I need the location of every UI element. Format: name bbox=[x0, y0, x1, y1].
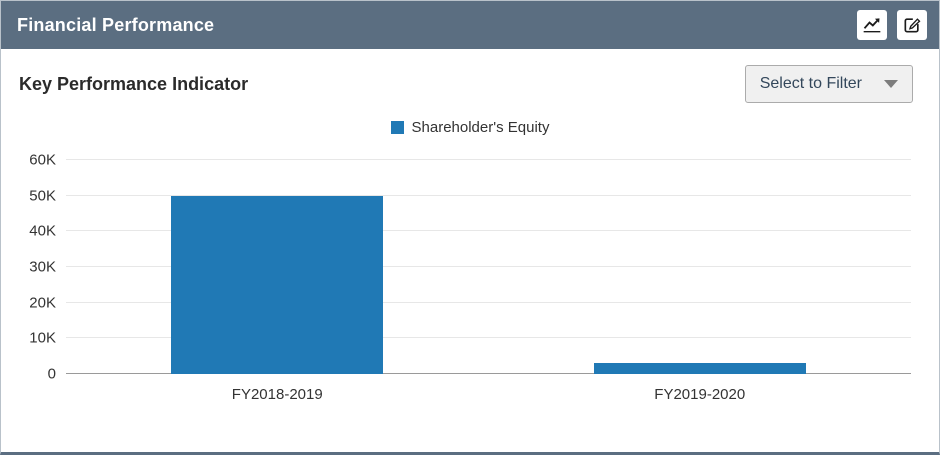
chevron-down-icon bbox=[884, 80, 898, 88]
x-axis-labels: FY2018-2019 FY2019-2020 bbox=[66, 386, 911, 403]
filter-dropdown[interactable]: Select to Filter bbox=[744, 65, 913, 103]
edit-button[interactable] bbox=[897, 10, 927, 40]
x-axis-label: FY2018-2019 bbox=[231, 386, 323, 403]
x-axis-line bbox=[66, 373, 911, 374]
y-tick-label: 20K bbox=[29, 294, 56, 312]
gridline bbox=[66, 337, 911, 339]
bar-slot bbox=[489, 160, 912, 374]
chart-legend: Shareholder's Equity bbox=[1, 119, 939, 136]
gridline bbox=[66, 230, 911, 232]
legend-label: Shareholder's Equity bbox=[411, 119, 550, 136]
y-tick-label: 0 bbox=[47, 365, 56, 383]
line-chart-button[interactable] bbox=[857, 10, 887, 40]
x-axis-label: FY2019-2020 bbox=[654, 386, 746, 403]
bar-FY2019-2020[interactable] bbox=[593, 363, 806, 374]
gridline bbox=[66, 194, 911, 196]
y-tick-label: 50K bbox=[29, 187, 56, 205]
y-tick-label: 30K bbox=[29, 258, 56, 276]
y-tick-label: 40K bbox=[29, 222, 56, 240]
bars-layer bbox=[66, 160, 911, 374]
gridline bbox=[66, 301, 911, 303]
line-chart-icon bbox=[862, 15, 882, 35]
filter-dropdown-label: Select to Filter bbox=[759, 75, 862, 92]
gridline bbox=[66, 266, 911, 267]
widget-header: Financial Performance bbox=[1, 1, 939, 49]
bar-slot bbox=[66, 160, 489, 374]
y-tick-label: 60K bbox=[29, 151, 56, 169]
plot-area: 0 10K 20K 30K 40K 50K 60K bbox=[29, 152, 911, 383]
gridline bbox=[66, 159, 911, 160]
y-tick-label: 10K bbox=[29, 329, 56, 347]
kpi-heading: Key Performance Indicator bbox=[19, 73, 249, 94]
legend-swatch bbox=[390, 121, 404, 134]
bar-FY2018-2019[interactable] bbox=[171, 195, 384, 374]
widget-title: Financial Performance bbox=[17, 14, 215, 35]
edit-icon bbox=[902, 15, 922, 35]
widget-toolbar: Key Performance Indicator Select to Filt… bbox=[1, 49, 939, 103]
